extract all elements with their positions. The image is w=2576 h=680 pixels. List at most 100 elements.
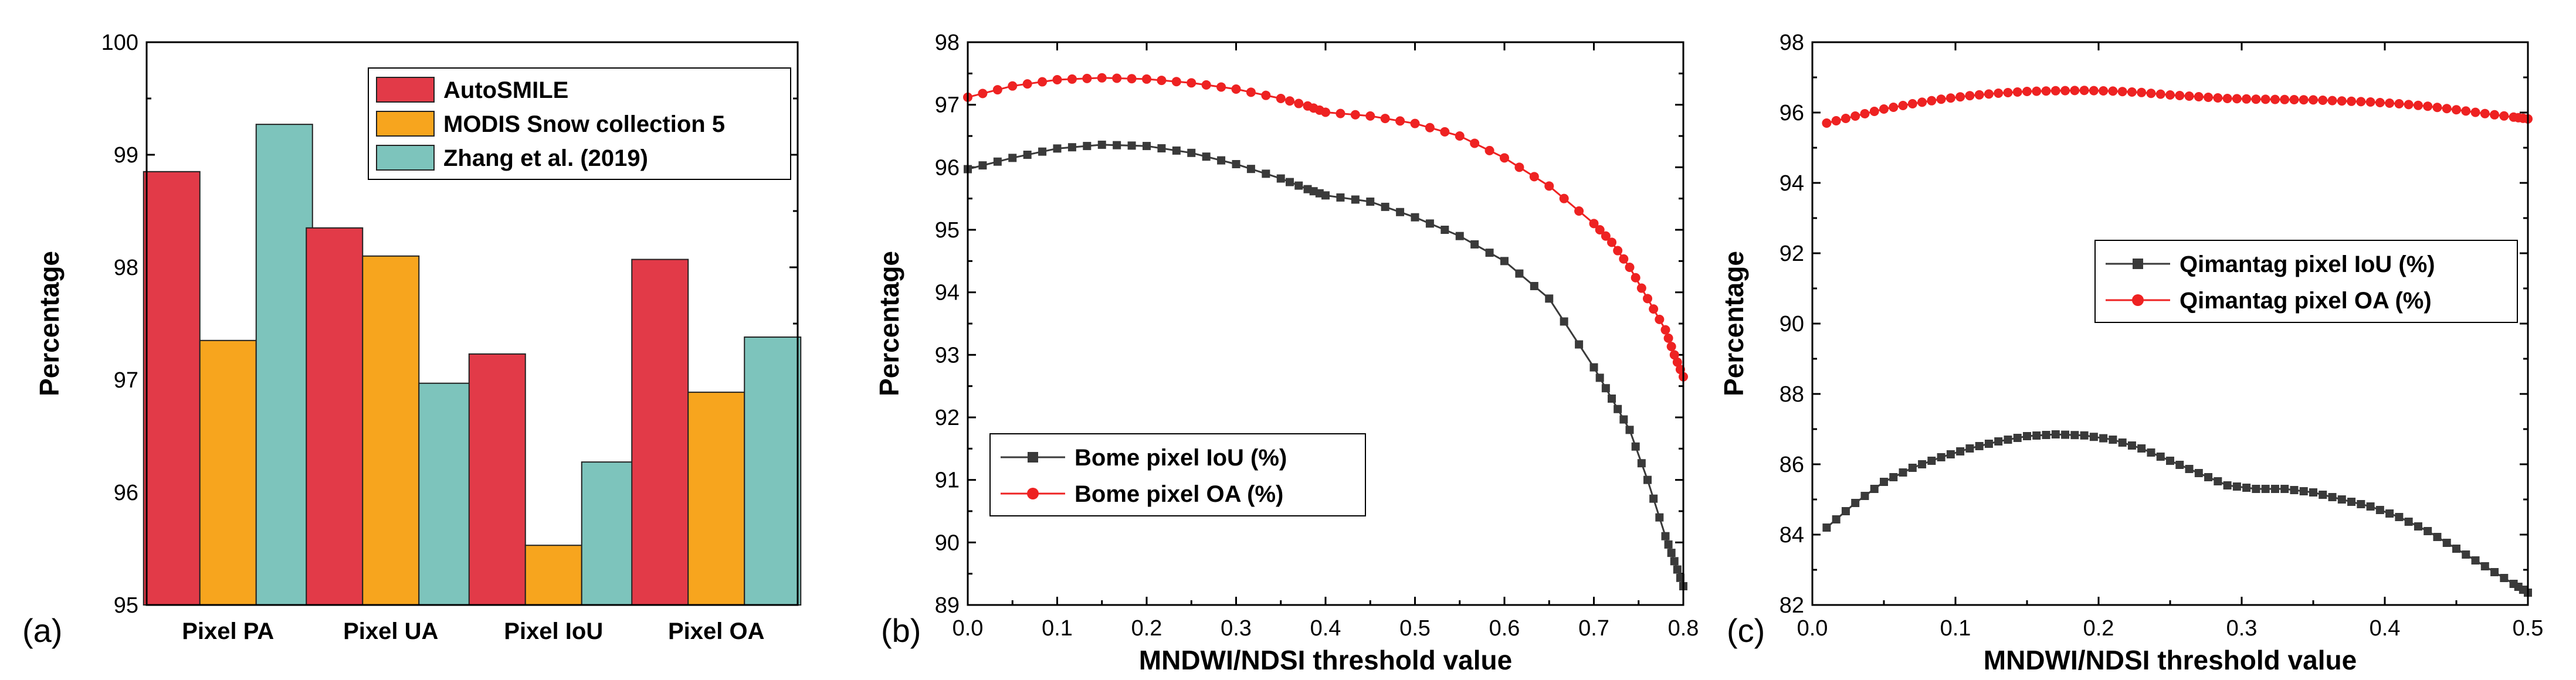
data-point — [2222, 94, 2232, 103]
data-point — [1889, 103, 1899, 112]
data-point — [2299, 95, 2309, 105]
data-point — [2070, 431, 2079, 440]
data-point — [1595, 225, 1605, 234]
x-tick-label: 0.6 — [1489, 616, 1520, 641]
data-point — [1669, 350, 1679, 360]
legend-label: AutoSMILE — [443, 77, 568, 103]
data-point — [1112, 73, 1122, 83]
data-point — [1285, 96, 1294, 106]
data-point — [2337, 495, 2346, 504]
x-tick-label: 0.4 — [1310, 616, 1341, 641]
data-point — [1217, 156, 1226, 165]
data-point — [1608, 395, 1616, 403]
data-point — [1860, 109, 1870, 118]
bar — [631, 259, 689, 606]
data-point — [2023, 432, 2031, 440]
data-point — [1676, 573, 1684, 582]
data-point — [1142, 74, 1151, 84]
data-point — [1927, 96, 1937, 106]
data-point — [2318, 96, 2328, 105]
y-tick-label: 100 — [101, 30, 138, 55]
data-point — [2394, 99, 2404, 108]
data-point — [2251, 94, 2261, 104]
y-tick-label: 92 — [935, 406, 960, 430]
data-point — [1455, 131, 1465, 141]
data-point — [2461, 106, 2471, 116]
data-point — [1143, 142, 1151, 151]
data-point — [2490, 568, 2499, 576]
data-point — [1381, 202, 1389, 211]
data-point — [2204, 93, 2214, 102]
data-point — [1850, 111, 1860, 121]
data-point — [1649, 494, 1658, 503]
data-point — [2166, 457, 2174, 465]
data-point — [1232, 160, 1240, 168]
data-point — [2261, 485, 2270, 493]
data-point — [1908, 464, 1917, 472]
data-point — [2442, 104, 2452, 114]
data-point — [1625, 426, 1634, 434]
data-point — [1440, 127, 1450, 137]
x-tick-label: Pixel PA — [182, 618, 274, 644]
data-point — [1955, 92, 1965, 102]
data-point — [1667, 549, 1676, 557]
data-point — [1395, 116, 1405, 126]
data-point — [1975, 442, 1984, 450]
data-point — [2109, 436, 2117, 444]
y-tick-label: 92 — [1780, 242, 1804, 266]
data-point — [1670, 557, 1679, 566]
data-point — [2452, 105, 2461, 115]
data-point — [2165, 90, 2175, 100]
data-point — [1336, 193, 1345, 202]
data-point — [2185, 465, 2194, 473]
data-point — [1500, 153, 1509, 163]
data-point — [1216, 82, 1226, 92]
data-point — [1157, 76, 1167, 86]
y-tick-label: 94 — [1780, 171, 1804, 196]
data-point — [1994, 89, 2004, 98]
data-point — [1022, 79, 1032, 89]
y-tick-label: 97 — [114, 368, 138, 393]
data-point — [2213, 93, 2223, 103]
data-point — [1637, 459, 1646, 468]
data-point — [1946, 450, 1955, 458]
data-point — [1425, 123, 1435, 132]
data-point — [992, 85, 1002, 95]
data-point — [2146, 89, 2156, 98]
data-point — [1171, 77, 1181, 87]
data-point — [1276, 94, 1286, 103]
panel-label: (a) — [22, 612, 62, 649]
data-point — [2099, 434, 2108, 443]
legend-label: MODIS Snow collection 5 — [443, 111, 725, 137]
plot-frame — [967, 41, 1684, 606]
data-point — [1822, 118, 1832, 128]
data-point — [1589, 363, 1598, 372]
data-point — [1411, 213, 1419, 222]
data-point — [1625, 263, 1635, 272]
data-point — [1500, 257, 1509, 266]
legend-box — [2094, 240, 2518, 323]
y-tick-label: 96 — [935, 155, 960, 180]
data-point — [2003, 88, 2013, 97]
y-tick-label: 90 — [1780, 312, 1804, 336]
data-point — [2137, 87, 2147, 97]
data-point — [1936, 94, 1946, 104]
data-point — [1574, 206, 1584, 216]
data-point — [2414, 522, 2422, 531]
data-point — [1607, 237, 1616, 247]
data-point — [1455, 232, 1464, 240]
data-point — [2194, 92, 2204, 101]
y-axis-title: Percentage — [34, 251, 65, 396]
data-point — [2108, 86, 2118, 96]
data-point — [2452, 545, 2460, 553]
data-point — [1595, 373, 1604, 382]
bar — [362, 255, 420, 606]
data-point — [1276, 174, 1285, 183]
data-point — [1157, 144, 1166, 152]
data-point — [2413, 100, 2423, 110]
y-tick-label: 99 — [114, 143, 138, 168]
data-point — [1643, 475, 1652, 484]
data-point — [1067, 74, 1077, 84]
legend-box — [989, 433, 1366, 516]
